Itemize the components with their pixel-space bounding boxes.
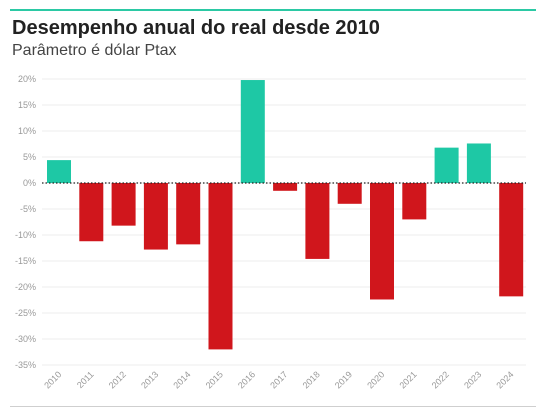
x-tick-label: 2011 <box>75 369 96 390</box>
x-tick-label: 2018 <box>301 369 322 390</box>
y-tick-label: 5% <box>23 152 36 162</box>
x-tick-label: 2013 <box>139 369 160 390</box>
bar-2024 <box>499 183 524 297</box>
y-axis-labels: 20% 15% 10% 5% 0% -5% -10% -15% -20% -25% -30% -35% <box>15 74 36 370</box>
bar-2016 <box>240 80 265 183</box>
x-tick-label: 2019 <box>333 369 354 390</box>
bar-2017 <box>273 183 298 191</box>
y-tick-label: -20% <box>15 282 36 292</box>
bar-2011 <box>79 183 104 242</box>
bottom-rule <box>10 406 536 407</box>
x-tick-label: 2020 <box>365 369 386 390</box>
bar-2021 <box>402 183 427 220</box>
x-tick-label: 2010 <box>42 369 63 390</box>
y-tick-label: 15% <box>18 100 36 110</box>
bar-2022 <box>434 147 459 183</box>
y-tick-label: -30% <box>15 334 36 344</box>
bar-2020 <box>370 183 394 300</box>
top-accent-rule <box>10 9 536 11</box>
y-tick-label: -35% <box>15 360 36 370</box>
y-tick-label: -15% <box>15 256 36 266</box>
y-tick-label: 20% <box>18 74 36 84</box>
chart-title: Desempenho anual do real desde 2010 <box>12 17 380 39</box>
x-tick-label: 2015 <box>204 369 225 390</box>
chart-subtitle: Parâmetro é dólar Ptax <box>12 42 177 59</box>
x-tick-label: 2024 <box>494 369 515 390</box>
x-tick-label: 2016 <box>236 369 257 390</box>
y-tick-label: -5% <box>20 204 36 214</box>
bar-2014 <box>176 183 201 245</box>
y-tick-label: -10% <box>15 230 36 240</box>
grid-layer <box>42 78 526 366</box>
bar-2019 <box>337 183 362 204</box>
bar-layer <box>47 80 524 350</box>
bar-2018 <box>305 183 330 259</box>
x-tick-label: 2023 <box>462 369 483 390</box>
y-tick-label: 0% <box>23 178 36 188</box>
y-tick-label: 10% <box>18 126 36 136</box>
x-tick-label: 2022 <box>430 369 451 390</box>
x-axis-labels: 2010 2011 2012 2013 2014 2015 2016 2017 2018 2019… <box>42 369 515 390</box>
x-tick-label: 2021 <box>397 369 418 390</box>
x-tick-label: 2012 <box>107 369 128 390</box>
bar-2023 <box>466 143 491 183</box>
bar-2010 <box>47 160 71 183</box>
bar-2015 <box>208 183 233 350</box>
x-tick-label: 2017 <box>268 369 289 390</box>
bar-2013 <box>143 183 168 250</box>
bar-2012 <box>111 183 136 226</box>
x-tick-label: 2014 <box>171 369 192 390</box>
y-tick-label: -25% <box>15 308 36 318</box>
